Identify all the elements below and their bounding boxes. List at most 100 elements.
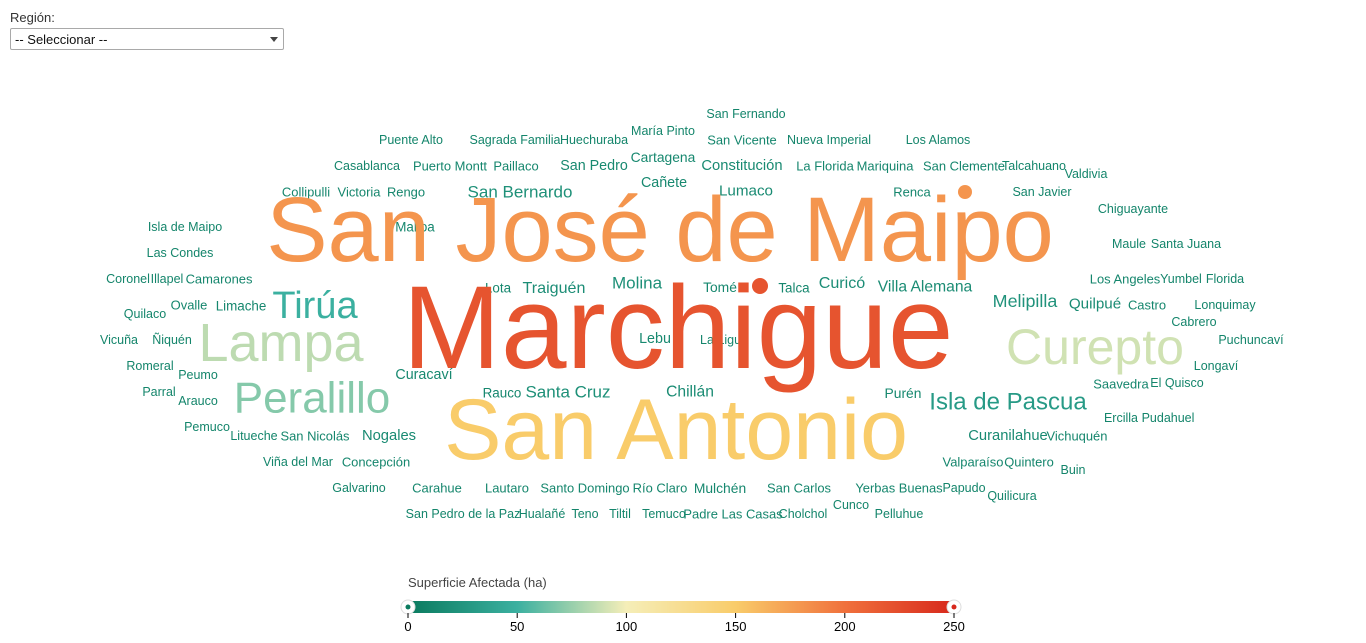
word-yerbas-buenas[interactable]: Yerbas Buenas bbox=[855, 481, 942, 496]
word-santa-cruz[interactable]: Santa Cruz bbox=[525, 383, 610, 402]
word-curico[interactable]: Curicó bbox=[819, 274, 866, 292]
word-tirua[interactable]: Tirúa bbox=[272, 285, 358, 327]
word-pemuco[interactable]: Pemuco bbox=[184, 420, 230, 434]
word-maule[interactable]: Maule bbox=[1112, 237, 1146, 251]
word-maria-pinto[interactable]: María Pinto bbox=[631, 124, 695, 138]
word-san-clemente[interactable]: San Clemente bbox=[923, 159, 1005, 174]
word-molina[interactable]: Molina bbox=[612, 274, 663, 293]
word-renca[interactable]: Renca bbox=[893, 185, 931, 200]
word-nueva-imperial[interactable]: Nueva Imperial bbox=[787, 133, 871, 147]
word-cabrero[interactable]: Cabrero bbox=[1171, 315, 1216, 329]
word-puchuncavi[interactable]: Puchuncaví bbox=[1218, 333, 1284, 347]
word-ercilla[interactable]: Ercilla bbox=[1104, 411, 1138, 425]
word-pudahuel[interactable]: Pudahuel bbox=[1142, 411, 1195, 425]
word-la-florida[interactable]: La Florida bbox=[796, 159, 854, 174]
word-casablanca[interactable]: Casablanca bbox=[334, 159, 400, 173]
word-talca[interactable]: Talca bbox=[778, 281, 810, 296]
word-puente-alto[interactable]: Puente Alto bbox=[379, 133, 443, 147]
word-teno[interactable]: Teno bbox=[571, 507, 598, 521]
word-san-bernardo[interactable]: San Bernardo bbox=[468, 183, 573, 202]
word-nogales[interactable]: Nogales bbox=[362, 428, 416, 444]
word-villa-alemana[interactable]: Villa Alemana bbox=[878, 279, 973, 296]
word-galvarino[interactable]: Galvarino bbox=[332, 481, 386, 495]
word-peralillo[interactable]: Peralillo bbox=[234, 374, 391, 423]
word-quilpue[interactable]: Quilpué bbox=[1069, 296, 1121, 313]
word-sagrada-familia[interactable]: Sagrada Familia bbox=[469, 133, 560, 147]
word-ovalle[interactable]: Ovalle bbox=[171, 298, 208, 313]
word-san-carlos[interactable]: San Carlos bbox=[767, 481, 831, 496]
word-hualane[interactable]: Hualañé bbox=[519, 507, 566, 521]
word-san-jose-de-maipo[interactable]: San José de Maipo bbox=[266, 179, 1054, 281]
word-concepcion[interactable]: Concepción bbox=[342, 455, 410, 470]
word-san-pedro[interactable]: San Pedro bbox=[560, 158, 628, 174]
region-select[interactable]: -- Seleccionar -- bbox=[10, 28, 284, 50]
word-lonquimay[interactable]: Lonquimay bbox=[1194, 298, 1256, 312]
word-cartagena[interactable]: Cartagena bbox=[631, 149, 696, 165]
word-la-ligua[interactable]: La Ligua bbox=[700, 333, 748, 347]
word-chillan[interactable]: Chillán bbox=[666, 384, 714, 401]
word-peumo[interactable]: Peumo bbox=[178, 368, 218, 382]
word-chiguayante[interactable]: Chiguayante bbox=[1098, 202, 1168, 216]
word-parral[interactable]: Parral bbox=[142, 385, 175, 399]
word-talcahuano[interactable]: Talcahuano bbox=[1002, 159, 1066, 173]
word-cunco[interactable]: Cunco bbox=[833, 498, 869, 512]
word-marchigue[interactable]: Marchigue bbox=[403, 262, 954, 394]
word-valdivia[interactable]: Valdivia bbox=[1065, 167, 1108, 181]
word-florida[interactable]: Florida bbox=[1206, 272, 1244, 286]
word-rauco[interactable]: Rauco bbox=[483, 386, 522, 401]
word-san-pedro-de-la-paz[interactable]: San Pedro de la Paz bbox=[406, 507, 521, 521]
word-constitucion[interactable]: Constitución bbox=[701, 158, 782, 174]
word-isla-de-pascua[interactable]: Isla de Pascua bbox=[929, 389, 1087, 416]
word-huechuraba[interactable]: Huechuraba bbox=[560, 133, 628, 147]
word-papudo[interactable]: Papudo bbox=[942, 481, 985, 495]
word-isla-de-maipo[interactable]: Isla de Maipo bbox=[148, 220, 222, 234]
word-victoria[interactable]: Victoria bbox=[338, 185, 382, 200]
word-quintero[interactable]: Quintero bbox=[1004, 455, 1054, 470]
word-buin[interactable]: Buin bbox=[1060, 463, 1085, 477]
word-el-quisco[interactable]: El Quisco bbox=[1150, 376, 1204, 390]
word-arauco[interactable]: Arauco bbox=[178, 394, 218, 408]
word-coronel[interactable]: Coronel bbox=[106, 272, 150, 286]
word-las-condes[interactable]: Las Condes bbox=[147, 246, 214, 260]
word-temuco[interactable]: Temuco bbox=[642, 507, 686, 521]
word-castro[interactable]: Castro bbox=[1128, 298, 1166, 313]
word-curacavi[interactable]: Curacaví bbox=[395, 367, 452, 383]
word-melipilla[interactable]: Melipilla bbox=[993, 291, 1058, 311]
word-limache[interactable]: Limache bbox=[216, 299, 267, 314]
word-camarones[interactable]: Camarones bbox=[186, 272, 253, 287]
word-lota[interactable]: Lota bbox=[485, 281, 512, 296]
word-carahue[interactable]: Carahue bbox=[412, 481, 462, 496]
word-romeral[interactable]: Romeral bbox=[126, 359, 173, 373]
word-traiguen[interactable]: Traiguén bbox=[523, 279, 586, 297]
word-tome[interactable]: Tomé bbox=[703, 279, 737, 295]
word-yumbel[interactable]: Yumbel bbox=[1160, 272, 1202, 286]
word-mariquina[interactable]: Mariquina bbox=[857, 159, 915, 174]
word-san-vicente[interactable]: San Vicente bbox=[707, 133, 777, 148]
word-vichuquen[interactable]: Vichuquén bbox=[1047, 429, 1108, 444]
word-rio-claro[interactable]: Río Claro bbox=[633, 481, 688, 496]
word-curanilahue[interactable]: Curanilahue bbox=[968, 428, 1048, 444]
word-canete[interactable]: Cañete bbox=[641, 175, 687, 191]
word-lumaco[interactable]: Lumaco bbox=[719, 183, 773, 200]
word-puerto-montt[interactable]: Puerto Montt bbox=[413, 159, 487, 174]
word-los-angeles[interactable]: Los Angeles bbox=[1090, 272, 1161, 287]
word-niquen[interactable]: Ñiquén bbox=[152, 333, 192, 347]
word-vina-del-mar[interactable]: Viña del Mar bbox=[263, 455, 333, 469]
word-cholchol[interactable]: Cholchol bbox=[779, 507, 828, 521]
word-san-antonio[interactable]: San Antonio bbox=[444, 382, 908, 478]
word-lebu[interactable]: Lebu bbox=[639, 331, 671, 347]
word-longavi[interactable]: Longaví bbox=[1194, 359, 1239, 373]
word-mulchen[interactable]: Mulchén bbox=[694, 480, 746, 496]
word-san-fernando[interactable]: San Fernando bbox=[706, 107, 785, 121]
word-litueche[interactable]: Litueche bbox=[230, 429, 277, 443]
word-malloa[interactable]: Malloa bbox=[395, 220, 435, 235]
word-rengo[interactable]: Rengo bbox=[387, 185, 425, 200]
word-san-nicolas[interactable]: San Nicolás bbox=[280, 429, 349, 444]
word-paillaco[interactable]: Paillaco bbox=[493, 159, 538, 174]
word-curepto[interactable]: Curepto bbox=[1006, 319, 1184, 375]
word-puren[interactable]: Purén bbox=[885, 385, 922, 401]
word-san-javier[interactable]: San Javier bbox=[1012, 185, 1071, 199]
word-saavedra[interactable]: Saavedra bbox=[1093, 377, 1149, 392]
word-padre-las-casas[interactable]: Padre Las Casas bbox=[683, 507, 782, 522]
word-los-alamos[interactable]: Los Alamos bbox=[906, 133, 971, 147]
